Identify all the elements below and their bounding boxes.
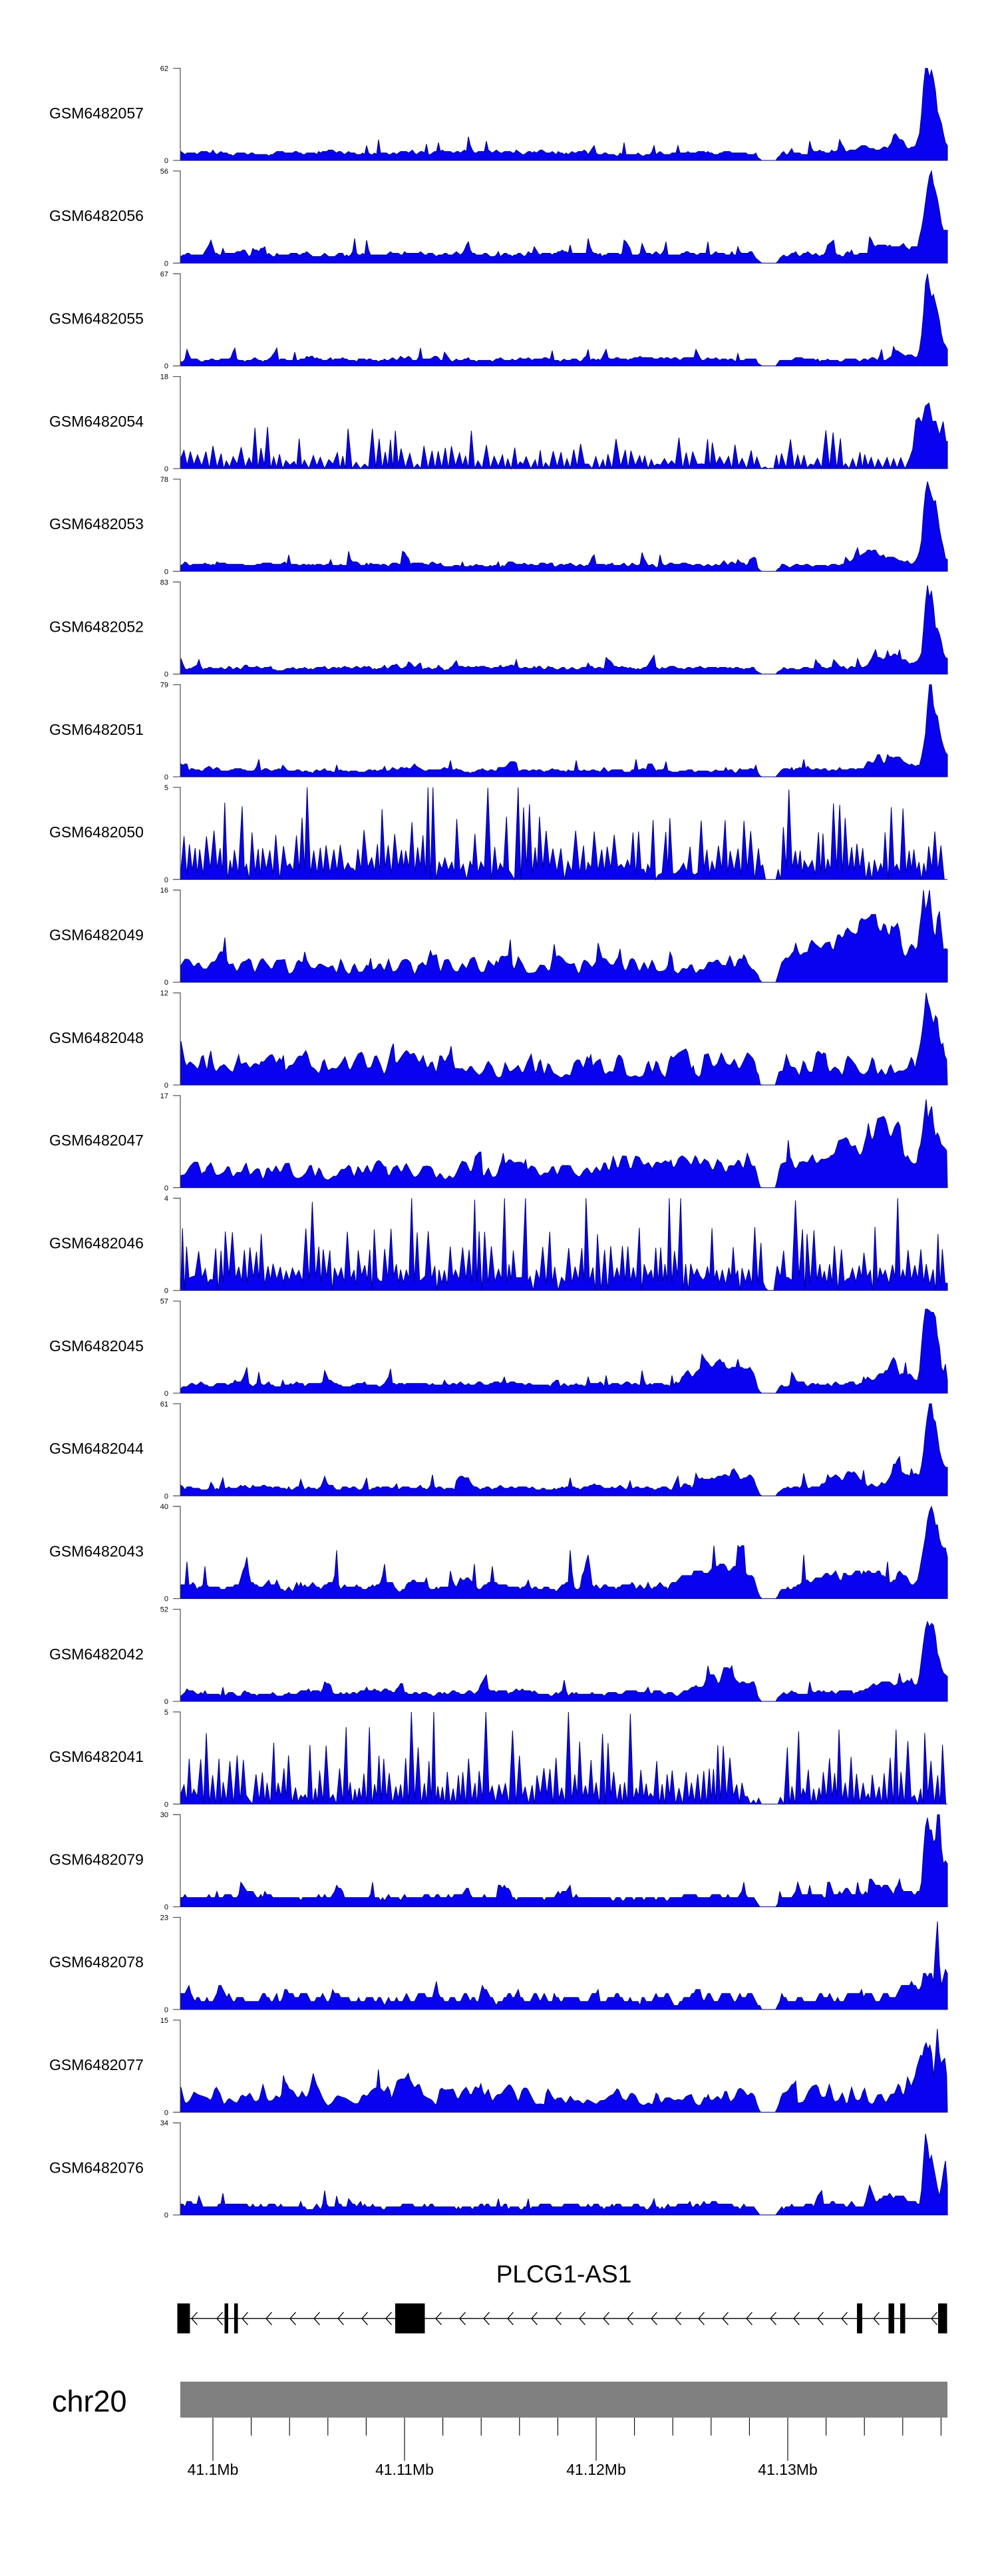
svg-text:0: 0 bbox=[164, 1596, 168, 1604]
svg-text:41.12Mb: 41.12Mb bbox=[566, 2461, 626, 2478]
svg-text:16: 16 bbox=[160, 887, 168, 895]
svg-text:0: 0 bbox=[164, 979, 168, 987]
svg-text:GSM6482041: GSM6482041 bbox=[49, 1748, 144, 1765]
svg-text:79: 79 bbox=[160, 682, 168, 690]
svg-text:GSM6482054: GSM6482054 bbox=[49, 413, 144, 430]
svg-text:GSM6482050: GSM6482050 bbox=[49, 823, 144, 841]
svg-text:GSM6482049: GSM6482049 bbox=[49, 926, 144, 943]
svg-text:GSM6482052: GSM6482052 bbox=[49, 618, 144, 636]
svg-text:GSM6482043: GSM6482043 bbox=[49, 1542, 144, 1560]
svg-text:GSM6482057: GSM6482057 bbox=[49, 105, 144, 122]
svg-text:67: 67 bbox=[160, 270, 168, 278]
svg-text:34: 34 bbox=[160, 2119, 168, 2127]
svg-text:17: 17 bbox=[160, 1092, 168, 1100]
svg-text:0: 0 bbox=[164, 1184, 168, 1192]
svg-text:GSM6482047: GSM6482047 bbox=[49, 1132, 144, 1149]
svg-text:GSM6482051: GSM6482051 bbox=[49, 721, 144, 738]
svg-text:0: 0 bbox=[164, 1287, 168, 1295]
svg-text:56: 56 bbox=[160, 168, 168, 176]
svg-text:0: 0 bbox=[164, 1492, 168, 1500]
svg-text:18: 18 bbox=[160, 373, 168, 381]
svg-text:0: 0 bbox=[164, 2212, 168, 2220]
svg-text:GSM6482077: GSM6482077 bbox=[49, 2056, 144, 2073]
svg-text:0: 0 bbox=[164, 1801, 168, 1809]
svg-text:30: 30 bbox=[160, 1811, 168, 1819]
svg-text:GSM6482045: GSM6482045 bbox=[49, 1337, 144, 1355]
svg-text:GSM6482044: GSM6482044 bbox=[49, 1440, 144, 1457]
svg-text:78: 78 bbox=[160, 476, 168, 484]
svg-text:0: 0 bbox=[164, 671, 168, 679]
svg-text:GSM6482055: GSM6482055 bbox=[49, 310, 144, 327]
svg-text:41.13Mb: 41.13Mb bbox=[758, 2461, 818, 2478]
svg-text:0: 0 bbox=[164, 568, 168, 576]
svg-text:GSM6482053: GSM6482053 bbox=[49, 515, 144, 533]
svg-text:15: 15 bbox=[160, 2017, 168, 2025]
svg-text:GSM6482056: GSM6482056 bbox=[49, 207, 144, 224]
svg-text:83: 83 bbox=[160, 578, 168, 586]
svg-text:0: 0 bbox=[164, 260, 168, 268]
svg-text:0: 0 bbox=[164, 1698, 168, 1706]
svg-text:0: 0 bbox=[164, 773, 168, 781]
svg-text:chr20: chr20 bbox=[52, 2384, 127, 2418]
svg-text:0: 0 bbox=[164, 2006, 168, 2014]
svg-text:GSM6482048: GSM6482048 bbox=[49, 1029, 144, 1046]
svg-text:52: 52 bbox=[160, 1606, 168, 1614]
svg-text:GSM6482076: GSM6482076 bbox=[49, 2159, 144, 2176]
svg-text:4: 4 bbox=[164, 1195, 168, 1203]
svg-text:61: 61 bbox=[160, 1400, 168, 1408]
svg-text:GSM6482042: GSM6482042 bbox=[49, 1645, 144, 1663]
svg-text:41.11Mb: 41.11Mb bbox=[375, 2461, 434, 2478]
svg-text:0: 0 bbox=[164, 363, 168, 371]
svg-text:GSM6482046: GSM6482046 bbox=[49, 1234, 144, 1251]
svg-text:0: 0 bbox=[164, 157, 168, 165]
svg-text:0: 0 bbox=[164, 2109, 168, 2117]
svg-text:41.1Mb: 41.1Mb bbox=[188, 2461, 239, 2478]
svg-text:PLCG1-AS1: PLCG1-AS1 bbox=[496, 2260, 632, 2288]
svg-text:62: 62 bbox=[160, 65, 168, 73]
svg-text:0: 0 bbox=[164, 876, 168, 884]
svg-text:23: 23 bbox=[160, 1914, 168, 1922]
svg-text:57: 57 bbox=[160, 1298, 168, 1306]
svg-text:40: 40 bbox=[160, 1503, 168, 1511]
svg-text:12: 12 bbox=[160, 990, 168, 998]
svg-text:0: 0 bbox=[164, 465, 168, 473]
svg-text:5: 5 bbox=[164, 784, 168, 792]
svg-text:GSM6482079: GSM6482079 bbox=[49, 1850, 144, 1868]
svg-text:0: 0 bbox=[164, 1082, 168, 1090]
svg-text:GSM6482078: GSM6482078 bbox=[49, 1954, 144, 1971]
svg-text:5: 5 bbox=[164, 1709, 168, 1717]
svg-text:0: 0 bbox=[164, 1904, 168, 1912]
svg-text:0: 0 bbox=[164, 1390, 168, 1398]
